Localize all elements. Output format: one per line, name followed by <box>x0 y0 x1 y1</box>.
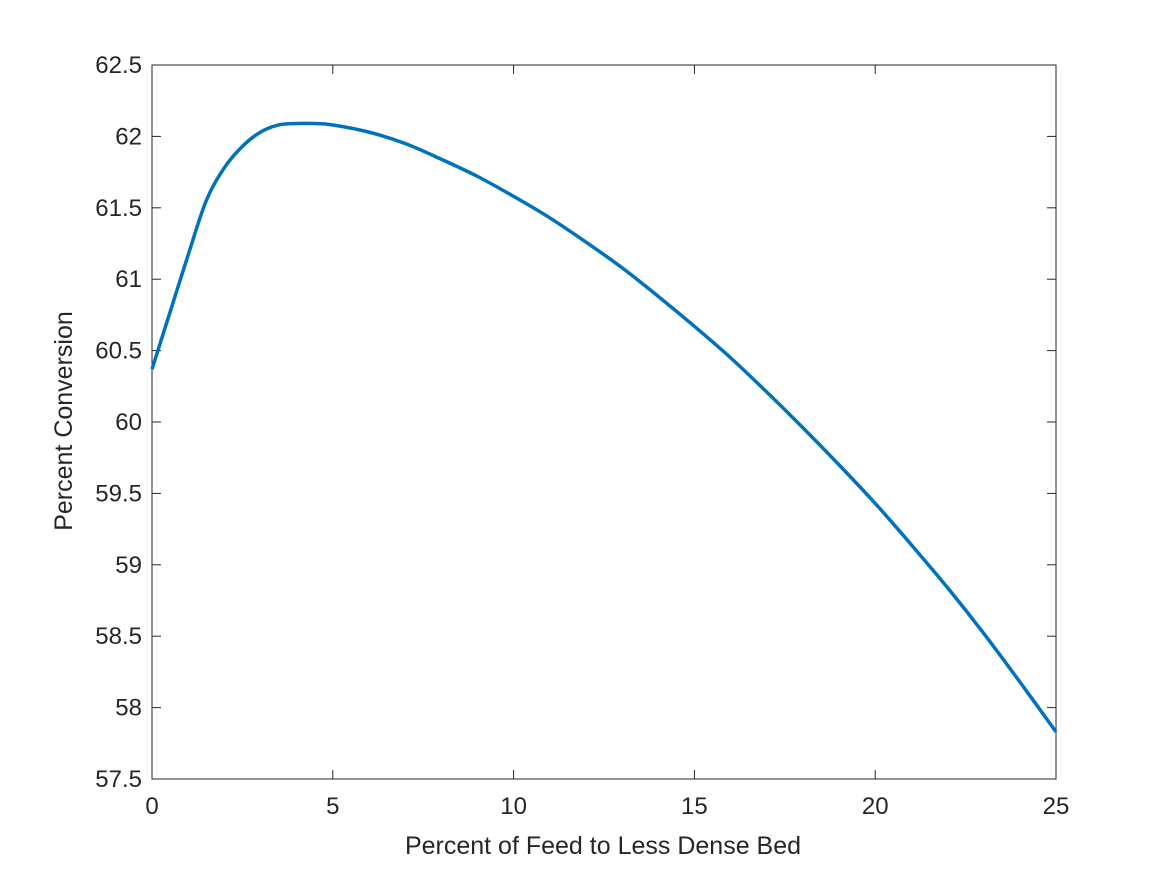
x-tick-label: 0 <box>145 793 158 820</box>
x-tick-label: 20 <box>862 793 889 820</box>
y-tick-label: 59 <box>115 552 142 579</box>
series-layer <box>150 121 1058 733</box>
y-tick-label: 57.5 <box>95 766 142 793</box>
x-tick-label: 25 <box>1043 793 1070 820</box>
axes-box <box>151 64 1057 780</box>
y-tick-label: 61 <box>115 266 142 293</box>
y-tick-label: 58 <box>115 695 142 722</box>
y-tick-label: 62.5 <box>95 52 142 79</box>
y-tick-label: 58.5 <box>95 623 142 650</box>
y-tick-label: 61.5 <box>95 195 142 222</box>
y-axis-title: Percent Conversion <box>50 311 78 531</box>
series-line-0 <box>150 121 1058 733</box>
plot-area <box>151 64 1057 780</box>
x-axis-title: Percent of Feed to Less Dense Bed <box>405 832 801 860</box>
ticks-layer: 0 5 10 15 20 25 57.5 58 58.5 59 59.5 60 60.5 61 61.5 62… <box>95 52 1069 820</box>
y-tick-label: 60.5 <box>95 338 142 365</box>
y-tick-label: 60 <box>115 409 142 436</box>
x-tick-label: 5 <box>326 793 339 820</box>
y-tick-label: 62 <box>115 123 142 150</box>
y-tick-label: 59.5 <box>95 480 142 507</box>
x-tick-label: 15 <box>681 793 708 820</box>
x-tick-label: 10 <box>500 793 527 820</box>
